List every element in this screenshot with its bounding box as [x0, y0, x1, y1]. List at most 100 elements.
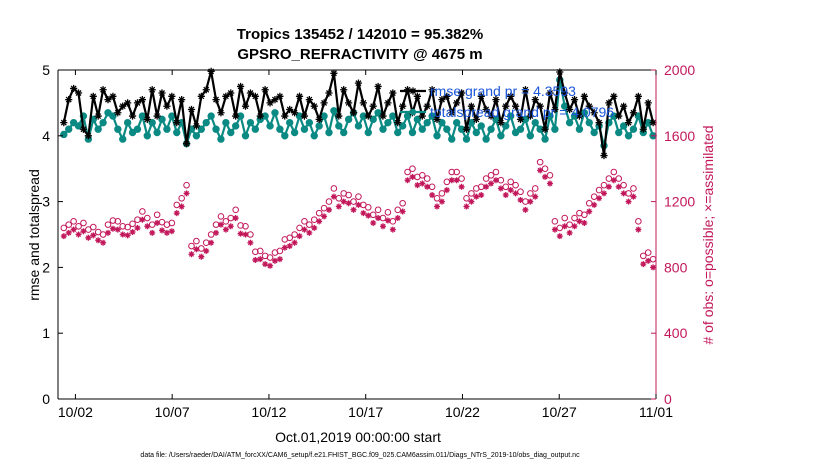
- obs-possible-point: [507, 178, 514, 186]
- obs-assimilated-point: [546, 180, 553, 187]
- obs-possible-point: [418, 171, 426, 179]
- rmse-point: [178, 96, 186, 104]
- spread-point: [246, 118, 255, 127]
- rmse-point: [266, 99, 274, 107]
- y-tick-label: 1: [42, 325, 50, 341]
- spread-point: [379, 125, 387, 133]
- rmse-point: [600, 151, 608, 160]
- rmse-point: [443, 92, 451, 100]
- spread-point: [123, 118, 132, 127]
- obs-assimilated-point: [389, 226, 396, 233]
- obs-assimilated-point: [399, 208, 406, 215]
- rmse-point: [639, 125, 647, 133]
- obs-assimilated-point: [316, 218, 323, 225]
- obs-assimilated-point: [355, 201, 362, 208]
- spread-point: [502, 122, 510, 130]
- rmse-point: [99, 86, 107, 94]
- obs-assimilated-point: [483, 183, 490, 190]
- obs-possible-point: [222, 218, 230, 225]
- obs-assimilated-point: [262, 261, 269, 268]
- rmse-point: [374, 82, 382, 91]
- rmse-point: [423, 102, 431, 110]
- obs-assimilated-point: [571, 223, 578, 230]
- rmse-point: [305, 96, 313, 104]
- rmse-point: [453, 99, 461, 107]
- legend-entry: totalspread grand pr = 4.0796: [430, 104, 614, 120]
- spread-point: [251, 125, 260, 133]
- spread-point: [462, 135, 471, 143]
- rmse-point: [74, 89, 83, 97]
- rmse-point: [128, 112, 137, 120]
- spread-point: [69, 118, 78, 127]
- rmse-point: [236, 82, 245, 91]
- spread-point: [99, 118, 107, 127]
- y-tick-label: 5: [42, 62, 50, 78]
- obs-assimilated-point: [394, 215, 401, 222]
- rmse-point: [590, 109, 598, 117]
- obs-assimilated-point: [109, 225, 116, 232]
- rmse-point: [212, 96, 220, 104]
- obs-assimilated-point: [478, 192, 485, 199]
- obs-possible-point: [129, 220, 136, 228]
- rmse-point: [192, 122, 200, 130]
- spread-point: [148, 118, 156, 127]
- rmse-point: [364, 112, 372, 120]
- rmse-point: [570, 96, 579, 104]
- obs-possible-point: [242, 222, 249, 230]
- obs-possible-point: [345, 191, 352, 199]
- rmse-point: [70, 84, 78, 93]
- rmse-point: [295, 92, 304, 100]
- obs-assimilated-point: [173, 210, 180, 217]
- spread-point: [615, 128, 623, 137]
- obs-assimilated-point: [217, 221, 224, 228]
- obs-assimilated-point: [271, 257, 278, 264]
- rmse-point: [84, 132, 92, 140]
- spread-point: [418, 125, 426, 133]
- obs-assimilated-point: [276, 256, 283, 263]
- rmse-point: [320, 99, 328, 107]
- obs-assimilated-point: [370, 219, 377, 226]
- rmse-point: [163, 102, 171, 110]
- spread-point: [619, 122, 628, 130]
- chart-title: Tropics 135452 / 142010 = 95.382%: [236, 26, 484, 43]
- rmse-point: [561, 89, 569, 97]
- rmse-point: [531, 96, 539, 104]
- obs-possible-point: [183, 181, 190, 189]
- rmse-point: [399, 102, 407, 110]
- spread-point: [138, 112, 147, 120]
- spread-point: [531, 118, 539, 127]
- obs-assimilated-point: [620, 190, 627, 197]
- rmse-point: [109, 92, 117, 100]
- obs-assimilated-point: [600, 190, 607, 197]
- rmse-point: [624, 119, 633, 127]
- spread-point: [364, 128, 372, 137]
- obs-assimilated-point: [85, 234, 92, 241]
- spread-point: [443, 125, 451, 133]
- rmse-point: [104, 96, 112, 104]
- obs-assimilated-point: [144, 223, 151, 230]
- obs-assimilated-point: [129, 229, 136, 236]
- obs-possible-point: [153, 211, 161, 219]
- y-tick-label: 2: [42, 259, 50, 275]
- obs-possible-point: [286, 234, 294, 242]
- obs-assimilated-point: [75, 231, 82, 238]
- obs-assimilated-point: [596, 195, 603, 202]
- obs-assimilated-point: [134, 224, 141, 231]
- x-tick-label: 10/12: [251, 404, 286, 420]
- rmse-point: [482, 105, 490, 114]
- rmse-point: [354, 79, 363, 87]
- obs-assimilated-point: [193, 246, 200, 253]
- obs-assimilated-point: [306, 229, 313, 236]
- spread-point: [133, 125, 142, 133]
- rmse-point: [457, 89, 466, 97]
- obs-assimilated-point: [586, 208, 593, 215]
- obs-assimilated-point: [566, 229, 573, 236]
- obs-possible-point: [399, 199, 406, 207]
- spread-point: [217, 135, 225, 143]
- obs-assimilated-point: [463, 203, 470, 210]
- rmse-point: [345, 99, 353, 107]
- legend-marker: [409, 87, 417, 95]
- obs-assimilated-point: [311, 224, 318, 231]
- spread-point: [143, 132, 151, 140]
